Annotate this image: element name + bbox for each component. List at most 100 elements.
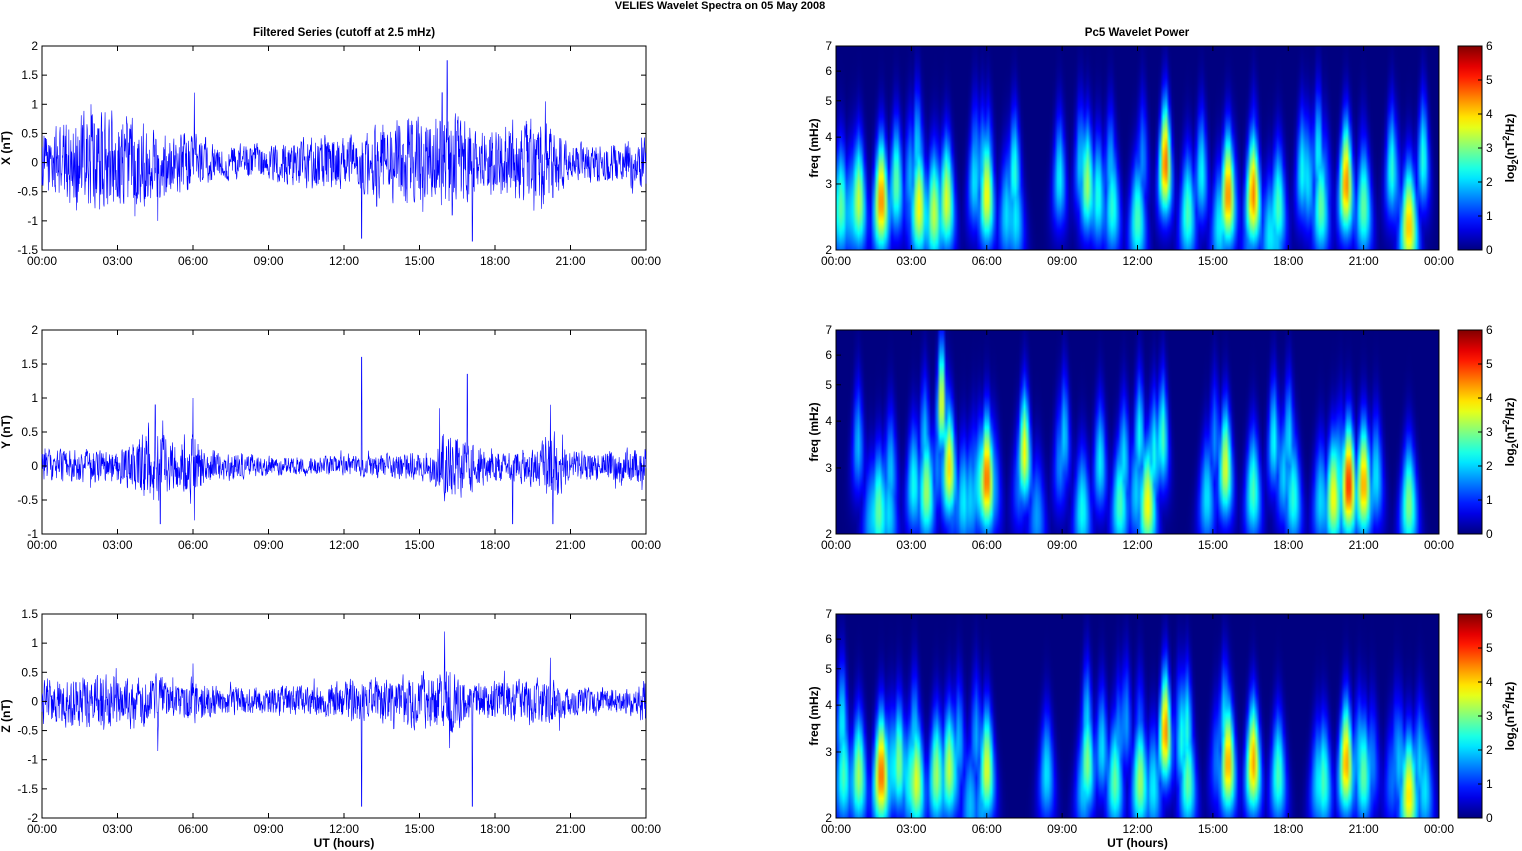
series-z-ylabel: Z (nT) — [0, 699, 13, 732]
wavelet-z-ytick-label: 3 — [825, 745, 832, 759]
wavelet-x-xtick-label: 06:00 — [972, 254, 1002, 268]
wavelet-y-colorbar-tick-label: 1 — [1486, 493, 1493, 507]
wavelet-x-colorbar-tick-label: 4 — [1486, 107, 1493, 121]
wavelet-y-xtick-label: 21:00 — [1349, 538, 1379, 552]
series-y-xtick-label: 21:00 — [555, 538, 585, 552]
wavelet-z-ytick-label: 7 — [825, 607, 832, 621]
wavelet-z-colorbar-tick-label: 0 — [1486, 811, 1493, 825]
series-x-xtick-label: 15:00 — [404, 254, 434, 268]
wavelet-z-xtick-label: 21:00 — [1349, 822, 1379, 836]
series-y-signal-line — [41, 356, 647, 525]
wavelet-z-panel: 2 3 4 5 6 7 freq (mHz) 00:00 03:00 06:00 09:00 12:0… — [807, 607, 1520, 850]
wavelet-y-ytick-label: 6 — [825, 348, 832, 362]
wavelet-y-ytick-label: 3 — [825, 461, 832, 475]
series-x-ylabel: X (nT) — [0, 131, 13, 165]
series-z-xtick-label: 06:00 — [178, 822, 208, 836]
wavelet-x-ytick-label: 7 — [825, 39, 832, 53]
wavelet-x-colorbar-tick-label: 0 — [1486, 243, 1493, 257]
series-z-ytick-label: -2 — [27, 811, 38, 825]
wavelet-x-colorbar-label: log2(nT2/Hz) — [1501, 114, 1520, 183]
wavelet-x-xtick-label: 09:00 — [1047, 254, 1077, 268]
series-y-ytick-label: 0 — [31, 459, 38, 473]
wavelet-x-heatmap — [836, 46, 1439, 250]
series-z-xtick-label: 15:00 — [404, 822, 434, 836]
wavelet-z-colorbar-label: log2(nT2/Hz) — [1501, 682, 1520, 751]
series-z-ytick-label: -1.5 — [17, 782, 38, 796]
wavelet-z-colorbar-tick-label: 6 — [1486, 607, 1493, 621]
plot-panels: -1.5 -1 -0.5 0 0.5 1 1.5 2 X (nT) 00:00 03:00 06:00… — [0, 39, 1520, 850]
series-z-axes-frame — [41, 613, 647, 819]
series-x-ytick-label: 0.5 — [21, 126, 38, 140]
wavelet-x-ytick-label: 5 — [825, 94, 832, 108]
series-y-xtick-label: 06:00 — [178, 538, 208, 552]
wavelet-x-panel: 2 3 4 5 6 7 freq (mHz) 00:00 03:00 06:00 09:00 12:0… — [807, 39, 1520, 268]
wavelet-x-xtick-label: 00:00 — [1424, 254, 1454, 268]
wavelet-z-xtick-label: 00:00 — [821, 822, 851, 836]
wavelet-y-xtick-label: 00:00 — [821, 538, 851, 552]
series-y-xtick-label: 18:00 — [480, 538, 510, 552]
series-y-ytick-label: 1 — [31, 391, 38, 405]
wavelet-y-ytick-label: 7 — [825, 323, 832, 337]
wavelet-z-ytick-label: 5 — [825, 662, 832, 676]
wavelet-z-xtick-label: 15:00 — [1198, 822, 1228, 836]
series-z-xtick-label: 00:00 — [27, 822, 57, 836]
series-y-axes-frame — [41, 329, 647, 535]
wavelet-x-ylabel: freq (mHz) — [807, 118, 821, 177]
series-x-ytick-label: 2 — [31, 39, 38, 53]
wavelet-y-xtick-label: 15:00 — [1198, 538, 1228, 552]
wavelet-z-colorbar-tick-label: 3 — [1486, 709, 1493, 723]
series-z-ytick-label: -1 — [27, 753, 38, 767]
wavelet-y-ytick-label: 5 — [825, 378, 832, 392]
wavelet-x-ytick-label: 3 — [825, 177, 832, 191]
series-z-panel: -2 -1.5 -1 -0.5 0 0.5 1 1.5 Z (nT) 00:00 03:00 06:0… — [0, 607, 661, 850]
series-y-ytick-label: -1 — [27, 527, 38, 541]
series-z-ytick-label: 0 — [31, 694, 38, 708]
series-z-ytick-label: -0.5 — [17, 724, 38, 738]
wavelet-x-heatmap-canvas — [836, 46, 1439, 250]
wavelet-y-heatmap — [836, 330, 1439, 534]
series-z-xtick-label: 09:00 — [253, 822, 283, 836]
figure-title: VELIES Wavelet Spectra on 05 May 2008 — [615, 0, 826, 12]
wavelet-x-xtick-label: 18:00 — [1273, 254, 1303, 268]
series-x-xtick-label: 03:00 — [102, 254, 132, 268]
series-y-xtick-label: 15:00 — [404, 538, 434, 552]
series-y-ytick-label: 0.5 — [21, 425, 38, 439]
series-x-ytick-label: 1 — [31, 97, 38, 111]
series-z-xtick-label: 21:00 — [555, 822, 585, 836]
series-x-xtick-label: 12:00 — [329, 254, 359, 268]
wavelet-z-xtick-label: 06:00 — [972, 822, 1002, 836]
wavelet-y-panel: 2 3 4 5 6 7 freq (mHz) 00:00 03:00 06:00 09:00 12:0… — [807, 323, 1520, 552]
wavelet-z-ytick-label: 4 — [825, 698, 832, 712]
wavelet-x-xtick-label: 21:00 — [1349, 254, 1379, 268]
series-z-ytick-label: 1 — [31, 636, 38, 650]
wavelet-x-colorbar-tick-label: 1 — [1486, 209, 1493, 223]
series-z-xlabel: UT (hours) — [314, 836, 375, 850]
wavelet-y-xtick-label: 00:00 — [1424, 538, 1454, 552]
wavelet-y-ytick-label: 2 — [825, 527, 832, 541]
wavelet-y-xtick-label: 03:00 — [896, 538, 926, 552]
wavelet-z-xtick-label: 18:00 — [1273, 822, 1303, 836]
wavelet-z-xtick-label: 03:00 — [896, 822, 926, 836]
wavelet-z-ylabel: freq (mHz) — [807, 686, 821, 745]
wavelet-y-colorbar-tick-label: 2 — [1486, 459, 1493, 473]
wavelet-y-heatmap-canvas — [836, 330, 1439, 534]
wavelet-z-heatmap — [836, 614, 1439, 818]
wavelet-x-colorbar-tick-label: 2 — [1486, 175, 1493, 189]
series-z-xtick-label: 03:00 — [102, 822, 132, 836]
series-x-ytick-label: 1.5 — [21, 68, 38, 82]
series-z-ytick-label: 1.5 — [21, 607, 38, 621]
wavelet-power-title: Pc5 Wavelet Power — [1085, 27, 1190, 39]
wavelet-y-ytick-label: 4 — [825, 414, 832, 428]
series-x-xtick-label: 06:00 — [178, 254, 208, 268]
wavelet-x-xtick-label: 15:00 — [1198, 254, 1228, 268]
wavelet-x-ytick-label: 2 — [825, 243, 832, 257]
series-x-ytick-label: -1 — [27, 214, 38, 228]
wavelet-x-colorbar-tick-label: 5 — [1486, 73, 1493, 87]
wavelet-x-colorbar-tick-label: 6 — [1486, 39, 1493, 53]
series-x-panel: -1.5 -1 -0.5 0 0.5 1 1.5 2 X (nT) 00:00 03:00 06:00… — [0, 39, 661, 268]
series-y-panel: -1 -0.5 0 0.5 1 1.5 2 Y (nT) 00:00 03:00 06:00 09:0… — [0, 323, 661, 552]
series-x-xtick-label: 18:00 — [480, 254, 510, 268]
wavelet-z-colorbar-tick-label: 1 — [1486, 777, 1493, 791]
wavelet-y-colorbar-tick-label: 4 — [1486, 391, 1493, 405]
